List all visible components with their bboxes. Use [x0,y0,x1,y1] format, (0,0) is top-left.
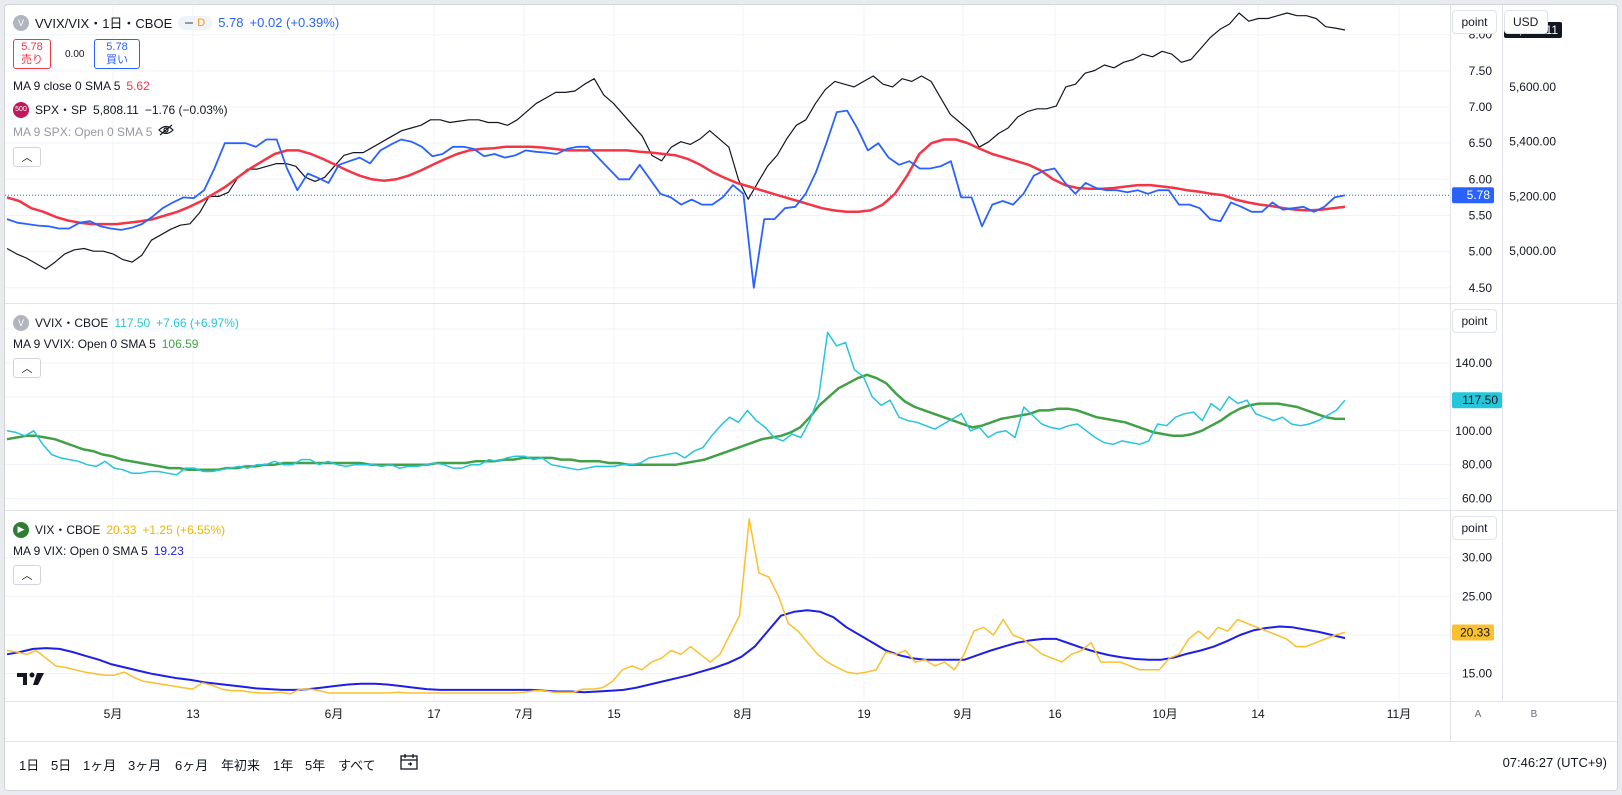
spx-y-tick: 5,600.00 [1509,80,1556,94]
bottom-toolbar: 1日 5日 1ヶ月 3ヶ月 6ヶ月 年初来 1年 5年 すべて 07:46:27 (UTC+9) [5,741,1617,790]
pane3-collapse-button[interactable]: ︿ [13,565,41,585]
spx-y-tick: 5,000.00 [1509,244,1556,258]
timeframe-7[interactable]: 5年 [305,758,326,773]
chart-canvas[interactable]: 5月 13 6月 17 7月 15 8月 19 9月 16 10月 14 11月8.007.507.00… [5,5,1618,741]
tradingview-logo-icon [17,671,47,692]
x-tick-label: 11月 [1387,707,1411,721]
spx-logo-icon: 500 [13,101,29,118]
x-tick-label: 19 [857,707,871,721]
spx-y-tick: 5,400.00 [1509,135,1556,149]
scale-b-button[interactable]: B [1530,708,1538,720]
spread-value: 0.00 [65,49,85,60]
pane1-price: 5.78 [218,15,244,30]
pane2-collapse-button[interactable]: ︿ [13,358,41,378]
pane1-header: V VVIX/VIX・1日・CBOE D 5.78 +0.02 (+0.39%) [13,13,339,32]
timeframe-5[interactable]: 年初来 [221,758,261,773]
vix-y-tick: 30.00 [1462,551,1492,565]
vix-y-tick: 15.00 [1462,667,1492,681]
timeframe-6[interactable]: 1年 [273,758,294,773]
interval-badge[interactable]: D [178,15,213,30]
x-tick-label: 10月 [1152,707,1177,721]
pane3-header: ▶ VIX・CBOE 20.33 +1.25 (+6.55%) [13,521,225,538]
ratio-y-tick: 5.50 [1469,208,1493,222]
ratio-y-tick: 5.00 [1469,245,1493,259]
ratio-y-tick: 7.00 [1469,100,1493,114]
ratio-y-tick: 7.50 [1469,64,1493,78]
clock[interactable]: 07:46:27 (UTC+9) [1502,755,1607,770]
x-tick-label: 14 [1251,707,1265,721]
vix-line [6,518,1346,695]
x-tick-label: 8月 [734,707,753,721]
timeframe-4[interactable]: 6ヶ月 [175,758,209,773]
timeframe-1[interactable]: 5日 [51,758,72,773]
vvix-logo-icon: V [13,314,29,331]
vvix-last-tag-text: 117.50 [1462,393,1498,407]
vix-ma-legend[interactable]: MA 9 VIX: Open 0 SMA 5 19.23 [13,544,184,558]
pane1-change: +0.02 (+0.39%) [249,15,340,30]
sell-button[interactable]: 5.78 売り [13,39,51,69]
ratio-line [6,109,1346,289]
vvix-line [6,331,1346,476]
vvix-y-tick: 80.00 [1462,458,1492,472]
x-tick-label: 5月 [104,707,123,721]
timeframe-0[interactable]: 1日 [19,758,40,773]
ratio-last-tag [1452,187,1494,204]
ratio-y-tick: 4.50 [1469,281,1493,295]
spx-y-tick: 5,200.00 [1509,189,1556,203]
pane3-title[interactable]: VIX・CBOE [35,523,101,537]
ratio-y-tick: 6.50 [1469,136,1493,150]
pane1-scale-mode-button[interactable]: point [1452,10,1497,34]
pane1-collapse-button[interactable]: ︿ [13,147,41,167]
ratio-y-tick: 6.00 [1469,172,1493,186]
x-tick-label: 7月 [515,707,534,721]
symbol-logo-icon: V [13,14,29,31]
pane2-scale-mode-button[interactable]: point [1452,309,1497,333]
ratio-last-tag-text: 5.78 [1467,188,1491,202]
ratio-ma-line [6,138,1346,226]
vvix-y-tick: 140.00 [1455,356,1492,370]
date-range-icon[interactable] [399,752,419,777]
pane2-title[interactable]: VVIX・CBOE [35,316,109,330]
currency-select[interactable]: USD [1504,10,1548,34]
x-tick-label: 17 [427,707,441,721]
vix-logo-icon: ▶ [13,521,29,538]
timeframe-3[interactable]: 3ヶ月 [128,758,162,773]
spx-line [6,12,1346,270]
vvix-y-tick: 100.00 [1455,424,1492,438]
vvix-last-tag [1452,392,1502,409]
pane2-header: V VVIX・CBOE 117.50 +7.66 (+6.97%) [13,314,239,331]
spx-ma-legend[interactable]: MA 9 SPX: Open 0 SMA 5 [13,124,175,139]
timeframe-2[interactable]: 1ヶ月 [83,758,117,773]
timeframe-8[interactable]: すべて [338,758,376,773]
chart-frame: 5月 13 6月 17 7月 15 8月 19 9月 16 10月 14 11月 8.00 7.50 7.00… [4,4,1618,791]
buy-button[interactable]: 5.78 買い [94,39,140,69]
vix-ma-line [6,609,1346,694]
vvix-y-tick: 60.00 [1462,492,1492,506]
hidden-eye-icon[interactable] [158,124,175,139]
vix-last-tag-text: 20.33 [1460,625,1490,639]
x-tick-label: 13 [186,707,200,721]
vix-y-tick: 25.00 [1462,589,1492,603]
pane3-scale-mode-button[interactable]: point [1452,516,1497,540]
x-tick-label: 6月 [325,707,344,721]
spx-legend[interactable]: 500 SPX・SP 5,808.11 −1.76 (−0.03%) [13,101,228,118]
pane1-title[interactable]: VVIX/VIX・1日・CBOE [35,16,173,31]
x-tick-label: 16 [1048,707,1062,721]
vvix-ma-legend[interactable]: MA 9 VVIX: Open 0 SMA 5 106.59 [13,337,199,351]
vix-last-tag [1452,624,1494,641]
ratio-ma-legend[interactable]: MA 9 close 0 SMA 5 5.62 [13,79,150,93]
x-tick-label: 15 [607,707,621,721]
scale-a-button[interactable]: A [1474,708,1482,720]
x-tick-label: 9月 [954,707,973,721]
vvix-ma-line [6,373,1345,472]
